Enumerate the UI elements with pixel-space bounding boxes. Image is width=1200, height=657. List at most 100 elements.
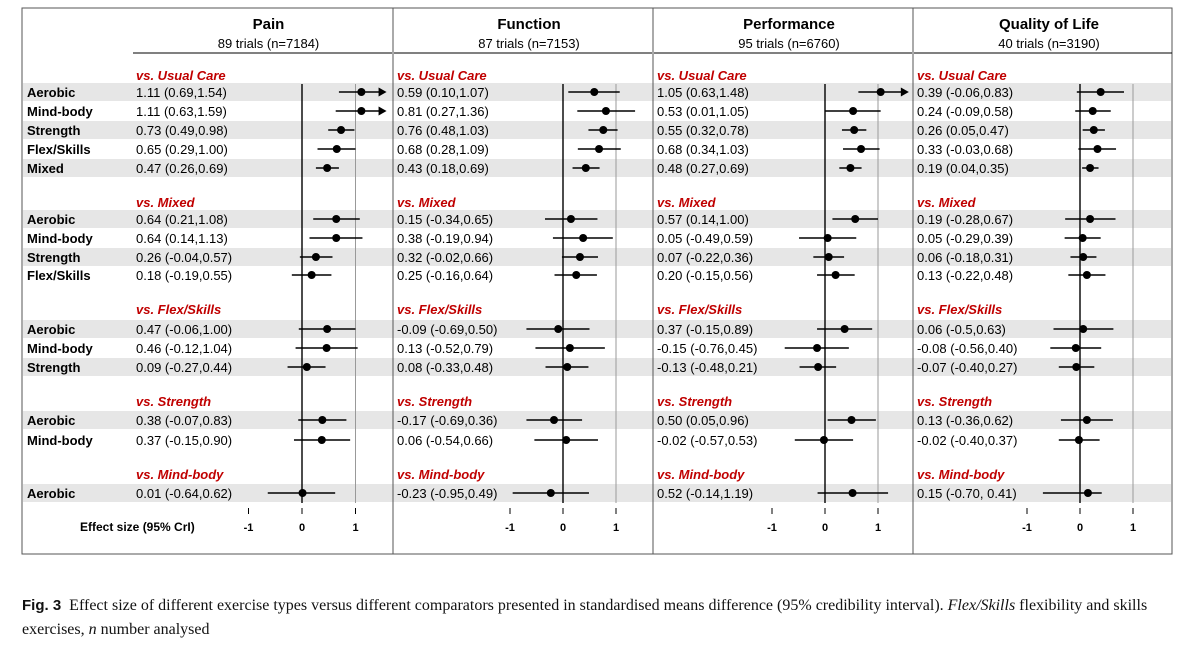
estimate-text-quality-of-life-0-3: 0.33 (-0.03,0.68) (917, 142, 1013, 157)
axis-tick-label-function-0: -1 (505, 522, 515, 534)
estimate-text-function-2-1: 0.13 (-0.52,0.79) (397, 341, 493, 356)
axis-tick-label-pain-2: 1 (352, 522, 358, 534)
point-estimate-function-0-2 (599, 126, 608, 134)
estimate-text-quality-of-life-1-0: 0.19 (-0.28,0.67) (917, 212, 1013, 227)
estimate-text-performance-0-4: 0.48 (0.27,0.69) (657, 161, 749, 176)
point-estimate-function-1-2 (575, 253, 584, 261)
panel-title-performance: Performance (743, 16, 835, 33)
estimate-text-quality-of-life-1-2: 0.06 (-0.18,0.31) (917, 250, 1013, 265)
estimate-text-pain-0-4: 0.47 (0.26,0.69) (136, 161, 228, 176)
point-estimate-performance-0-2 (850, 126, 859, 134)
point-estimate-function-2-2 (563, 363, 572, 371)
estimate-text-quality-of-life-1-3: 0.13 (-0.22,0.48) (917, 268, 1013, 283)
point-estimate-pain-2-1 (322, 344, 331, 352)
group-label-quality-of-life-vs-usual-care: vs. Usual Care (917, 68, 1007, 83)
group-label-pain-vs-strength: vs. Strength (136, 394, 211, 409)
point-estimate-performance-2-0 (840, 325, 849, 333)
estimate-text-quality-of-life-1-1: 0.05 (-0.29,0.39) (917, 231, 1013, 246)
estimate-text-function-1-3: 0.25 (-0.16,0.64) (397, 268, 493, 283)
row-name-strength-0: Strength (27, 123, 81, 138)
group-label-performance-vs-flex-skills: vs. Flex/Skills (657, 302, 742, 317)
estimate-text-function-4-0: -0.23 (-0.95,0.49) (397, 486, 497, 501)
point-estimate-pain-0-3 (332, 145, 341, 153)
estimate-text-pain-1-3: 0.18 (-0.19,0.55) (136, 268, 232, 283)
panel-subtitle-quality-of-life: 40 trials (n=3190) (998, 36, 1100, 51)
panel-subtitle-performance: 95 trials (n=6760) (738, 36, 840, 51)
row-band-3-0 (23, 411, 1171, 429)
panel-title-quality-of-life: Quality of Life (999, 16, 1099, 33)
point-estimate-function-0-1 (601, 107, 610, 115)
group-label-quality-of-life-vs-flex-skills: vs. Flex/Skills (917, 302, 1002, 317)
point-estimate-function-2-0 (554, 325, 563, 333)
caption-term-n: n (88, 621, 97, 638)
point-estimate-performance-0-0 (876, 88, 885, 96)
row-name-mind-body-1: Mind-body (27, 231, 93, 246)
estimate-text-quality-of-life-3-0: 0.13 (-0.36,0.62) (917, 413, 1013, 428)
point-estimate-quality-of-life-2-0 (1079, 325, 1088, 333)
point-estimate-performance-0-3 (857, 145, 866, 153)
estimate-text-performance-1-1: 0.05 (-0.49,0.59) (657, 231, 753, 246)
estimate-text-performance-0-1: 0.53 (0.01,1.05) (657, 104, 749, 119)
point-estimate-function-1-3 (572, 271, 581, 279)
row-name-flex-skills-1: Flex/Skills (27, 268, 91, 283)
point-estimate-quality-of-life-3-1 (1074, 436, 1083, 444)
estimate-text-pain-2-0: 0.47 (-0.06,1.00) (136, 322, 232, 337)
point-estimate-performance-1-2 (824, 253, 833, 261)
estimate-text-performance-2-1: -0.15 (-0.76,0.45) (657, 341, 757, 356)
row-name-mind-body-2: Mind-body (27, 341, 93, 356)
row-name-strength-1: Strength (27, 250, 81, 265)
estimate-text-function-2-2: 0.08 (-0.33,0.48) (397, 360, 493, 375)
point-estimate-quality-of-life-0-4 (1086, 164, 1095, 172)
group-label-function-vs-usual-care: vs. Usual Care (397, 68, 487, 83)
point-estimate-performance-1-3 (831, 271, 840, 279)
estimate-text-function-0-1: 0.81 (0.27,1.36) (397, 104, 489, 119)
group-label-performance-vs-usual-care: vs. Usual Care (657, 68, 747, 83)
point-estimate-performance-2-1 (813, 344, 822, 352)
estimate-text-performance-2-0: 0.37 (-0.15,0.89) (657, 322, 753, 337)
axis-tick-label-quality-of-life-1: 0 (1077, 522, 1083, 534)
estimate-text-pain-2-1: 0.46 (-0.12,1.04) (136, 341, 232, 356)
estimate-text-performance-0-0: 1.05 (0.63,1.48) (657, 85, 749, 100)
estimate-text-pain-1-1: 0.64 (0.14,1.13) (136, 231, 228, 246)
point-estimate-quality-of-life-0-2 (1089, 126, 1098, 134)
point-estimate-quality-of-life-2-2 (1072, 363, 1081, 371)
point-estimate-function-2-1 (565, 344, 574, 352)
point-estimate-pain-2-2 (302, 363, 311, 371)
estimate-text-quality-of-life-4-0: 0.15 (-0.70, 0.41) (917, 486, 1017, 501)
group-label-pain-vs-mixed: vs. Mixed (136, 195, 196, 210)
group-label-performance-vs-strength: vs. Strength (657, 394, 732, 409)
point-estimate-pain-1-0 (332, 215, 341, 223)
estimate-text-pain-0-2: 0.73 (0.49,0.98) (136, 123, 228, 138)
point-estimate-quality-of-life-0-0 (1096, 88, 1105, 96)
estimate-text-performance-1-3: 0.20 (-0.15,0.56) (657, 268, 753, 283)
estimate-text-pain-1-0: 0.64 (0.21,1.08) (136, 212, 228, 227)
estimate-text-function-0-2: 0.76 (0.48,1.03) (397, 123, 489, 138)
estimate-text-performance-2-2: -0.13 (-0.48,0.21) (657, 360, 757, 375)
estimate-text-quality-of-life-2-1: -0.08 (-0.56,0.40) (917, 341, 1017, 356)
caption-term-flex-skills: Flex/Skills (947, 597, 1016, 614)
point-estimate-quality-of-life-0-1 (1088, 107, 1097, 115)
axis-tick-label-pain-1: 0 (299, 522, 305, 534)
point-estimate-performance-0-1 (849, 107, 858, 115)
row-band-4-0 (23, 484, 1171, 502)
point-estimate-function-0-3 (595, 145, 604, 153)
point-estimate-performance-3-1 (819, 436, 828, 444)
estimate-text-performance-1-0: 0.57 (0.14,1.00) (657, 212, 749, 227)
row-band-2-2 (23, 358, 1171, 376)
panel-subtitle-pain: 89 trials (n=7184) (218, 36, 320, 51)
point-estimate-function-0-4 (581, 164, 590, 172)
point-estimate-pain-3-1 (317, 436, 326, 444)
figure-frame (21, 7, 1173, 555)
estimate-text-quality-of-life-2-0: 0.06 (-0.5,0.63) (917, 322, 1006, 337)
estimate-text-function-1-2: 0.32 (-0.02,0.66) (397, 250, 493, 265)
point-estimate-function-1-0 (566, 215, 575, 223)
estimate-text-quality-of-life-3-1: -0.02 (-0.40,0.37) (917, 433, 1017, 448)
axis-tick-label-pain-0: -1 (244, 522, 254, 534)
estimate-text-function-0-0: 0.59 (0.10,1.07) (397, 85, 489, 100)
axis-tick-label-performance-2: 1 (875, 522, 881, 534)
forest-plot-figure: Aerobic Mind-body Strength Flex/Skills Mixed… (21, 7, 1173, 555)
estimate-text-function-2-0: -0.09 (-0.69,0.50) (397, 322, 497, 337)
row-name-mind-body-0: Mind-body (27, 104, 93, 119)
point-estimate-pain-4-0 (298, 489, 307, 497)
ci-arrow-performance-0-0 (900, 87, 909, 97)
